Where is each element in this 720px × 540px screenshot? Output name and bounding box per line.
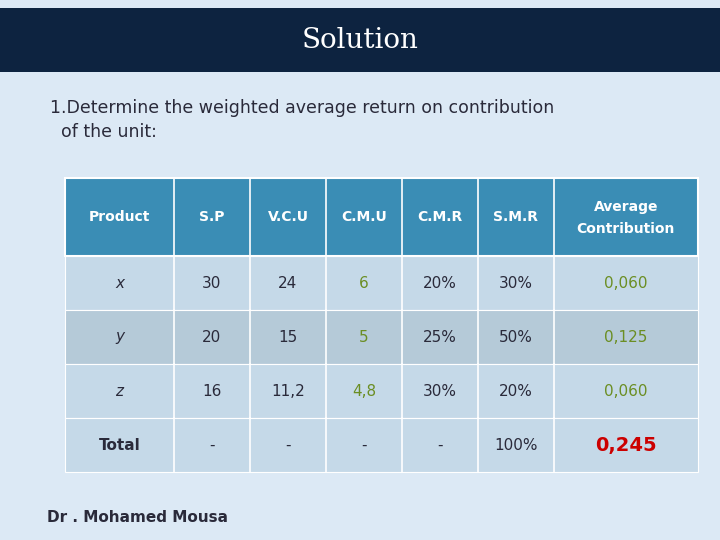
Text: -: -: [210, 437, 215, 453]
Text: of the unit:: of the unit:: [61, 123, 157, 141]
Text: Average: Average: [594, 200, 658, 214]
Text: -: -: [437, 437, 443, 453]
Text: 1.Determine the weighted average return on contribution: 1.Determine the weighted average return …: [50, 99, 554, 117]
Text: Dr . Mohamed Mousa: Dr . Mohamed Mousa: [47, 510, 228, 525]
Text: Solution: Solution: [302, 26, 418, 53]
Text: 20%: 20%: [499, 383, 533, 399]
Text: 24: 24: [279, 275, 297, 291]
Text: z: z: [115, 383, 124, 399]
Text: 25%: 25%: [423, 329, 456, 345]
Text: S.M.R: S.M.R: [493, 210, 539, 224]
Text: 0,245: 0,245: [595, 435, 657, 455]
Text: 5: 5: [359, 329, 369, 345]
Text: 30%: 30%: [499, 275, 533, 291]
Text: 16: 16: [202, 383, 222, 399]
Text: 50%: 50%: [499, 329, 533, 345]
Text: 15: 15: [279, 329, 297, 345]
Text: 20%: 20%: [423, 275, 456, 291]
Text: 4,8: 4,8: [352, 383, 376, 399]
Text: 11,2: 11,2: [271, 383, 305, 399]
Text: Product: Product: [89, 210, 150, 224]
Text: Total: Total: [99, 437, 140, 453]
Text: S.P: S.P: [199, 210, 225, 224]
Text: -: -: [285, 437, 291, 453]
Text: 30%: 30%: [423, 383, 457, 399]
Text: x: x: [115, 275, 124, 291]
Text: 100%: 100%: [494, 437, 538, 453]
Text: -: -: [361, 437, 366, 453]
Text: 30: 30: [202, 275, 222, 291]
Text: 6: 6: [359, 275, 369, 291]
Text: 0,060: 0,060: [604, 275, 648, 291]
Text: 0,125: 0,125: [604, 329, 647, 345]
Text: C.M.R: C.M.R: [418, 210, 462, 224]
Text: Contribution: Contribution: [577, 222, 675, 236]
Text: C.M.U: C.M.U: [341, 210, 387, 224]
Text: 0,060: 0,060: [604, 383, 648, 399]
Text: y: y: [115, 329, 124, 345]
Text: V.C.U: V.C.U: [267, 210, 308, 224]
Text: 20: 20: [202, 329, 222, 345]
